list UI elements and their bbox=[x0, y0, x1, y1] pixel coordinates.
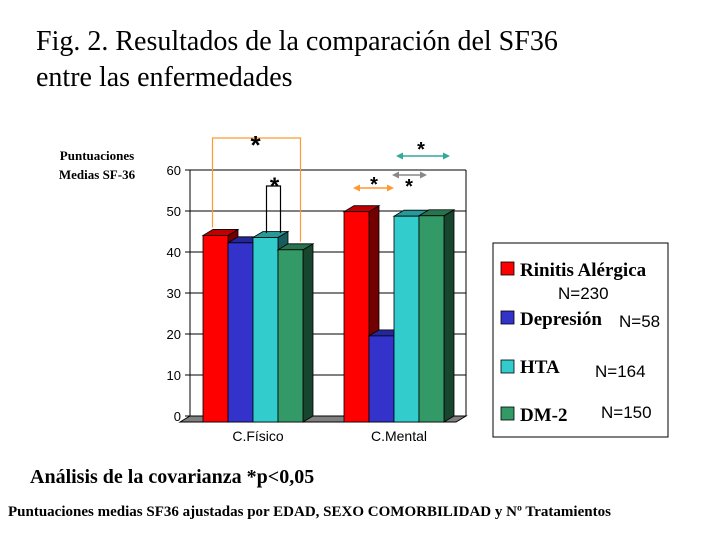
bar-side bbox=[443, 209, 455, 423]
legend-n-label: N=164 bbox=[595, 362, 646, 381]
bar-hta-1 bbox=[393, 215, 420, 423]
legend: Rinitis Alérgica N=230 Depresión N=58 HTA N=1… bbox=[492, 242, 669, 438]
significance-arrow-head bbox=[387, 184, 394, 192]
legend-swatch bbox=[500, 261, 515, 276]
significance-star: * bbox=[270, 173, 280, 200]
bar-depresi-n-1 bbox=[368, 335, 395, 423]
title-line-1: Fig. 2. Resultados de la comparación del… bbox=[36, 26, 558, 57]
significance-star: * bbox=[417, 139, 425, 161]
bar-rinitis-al-rgica-1 bbox=[343, 211, 370, 423]
y-tick-label: 20 bbox=[167, 327, 181, 342]
significance-bracket bbox=[265, 185, 282, 233]
legend-n-label: N=150 bbox=[601, 403, 652, 422]
y-tick-label: 50 bbox=[167, 204, 181, 219]
bar-dm-2-0 bbox=[277, 249, 304, 423]
bar-depresi-n-0 bbox=[227, 242, 254, 423]
x-tick-label: C.Físico bbox=[232, 428, 284, 444]
significance-star: * bbox=[370, 174, 378, 196]
legend-n-label: N=230 bbox=[558, 284, 609, 303]
title-line-2: entre las enfermedades bbox=[36, 62, 293, 93]
significance-arrow-head bbox=[392, 171, 399, 179]
y-tick-label: 60 bbox=[167, 163, 181, 178]
bar-hta-0 bbox=[252, 237, 279, 423]
significance-arrow-head bbox=[396, 152, 403, 160]
legend-label: Depresión bbox=[520, 309, 602, 330]
y-tick-label: 40 bbox=[167, 245, 181, 260]
y-axis-label-line-2: Medias SF-36 bbox=[58, 167, 136, 182]
significance-bracket bbox=[211, 137, 302, 242]
y-axis-label-line-1: Puntuaciones bbox=[59, 148, 135, 163]
legend-label: DM-2 bbox=[520, 405, 567, 426]
y-tick-label: 10 bbox=[167, 368, 181, 383]
legend-swatch bbox=[500, 406, 515, 421]
x-tick-label: C.Mental bbox=[371, 428, 427, 444]
legend-n-label: N=58 bbox=[619, 312, 660, 331]
bar-rinitis-al-rgica-0 bbox=[202, 235, 229, 423]
legend-box bbox=[492, 242, 669, 438]
bar-dm-2-1 bbox=[418, 215, 445, 423]
y-tick-label: 30 bbox=[167, 286, 181, 301]
significance-star: * bbox=[250, 130, 261, 160]
legend-label: HTA bbox=[520, 357, 560, 378]
significance-star: * bbox=[405, 176, 413, 198]
significance-arrow-head bbox=[443, 152, 450, 160]
bar-side bbox=[302, 243, 314, 423]
page-title: Fig. 2. Resultados de la comparación del… bbox=[36, 24, 558, 96]
significance-arrow-head bbox=[420, 171, 427, 179]
y-axis-label: Puntuaciones Medias SF-36 bbox=[40, 146, 154, 184]
adjustment-note: Puntuaciones medias SF36 ajustadas por E… bbox=[8, 504, 611, 520]
y-tick-label: 0 bbox=[174, 409, 181, 424]
legend-swatch bbox=[500, 310, 515, 325]
covariance-note: Análisis de la covarianza *p<0,05 bbox=[30, 466, 315, 488]
legend-swatch bbox=[500, 359, 515, 374]
significance-arrow-head bbox=[353, 184, 360, 192]
legend-label: Rinitis Alérgica bbox=[520, 260, 647, 281]
